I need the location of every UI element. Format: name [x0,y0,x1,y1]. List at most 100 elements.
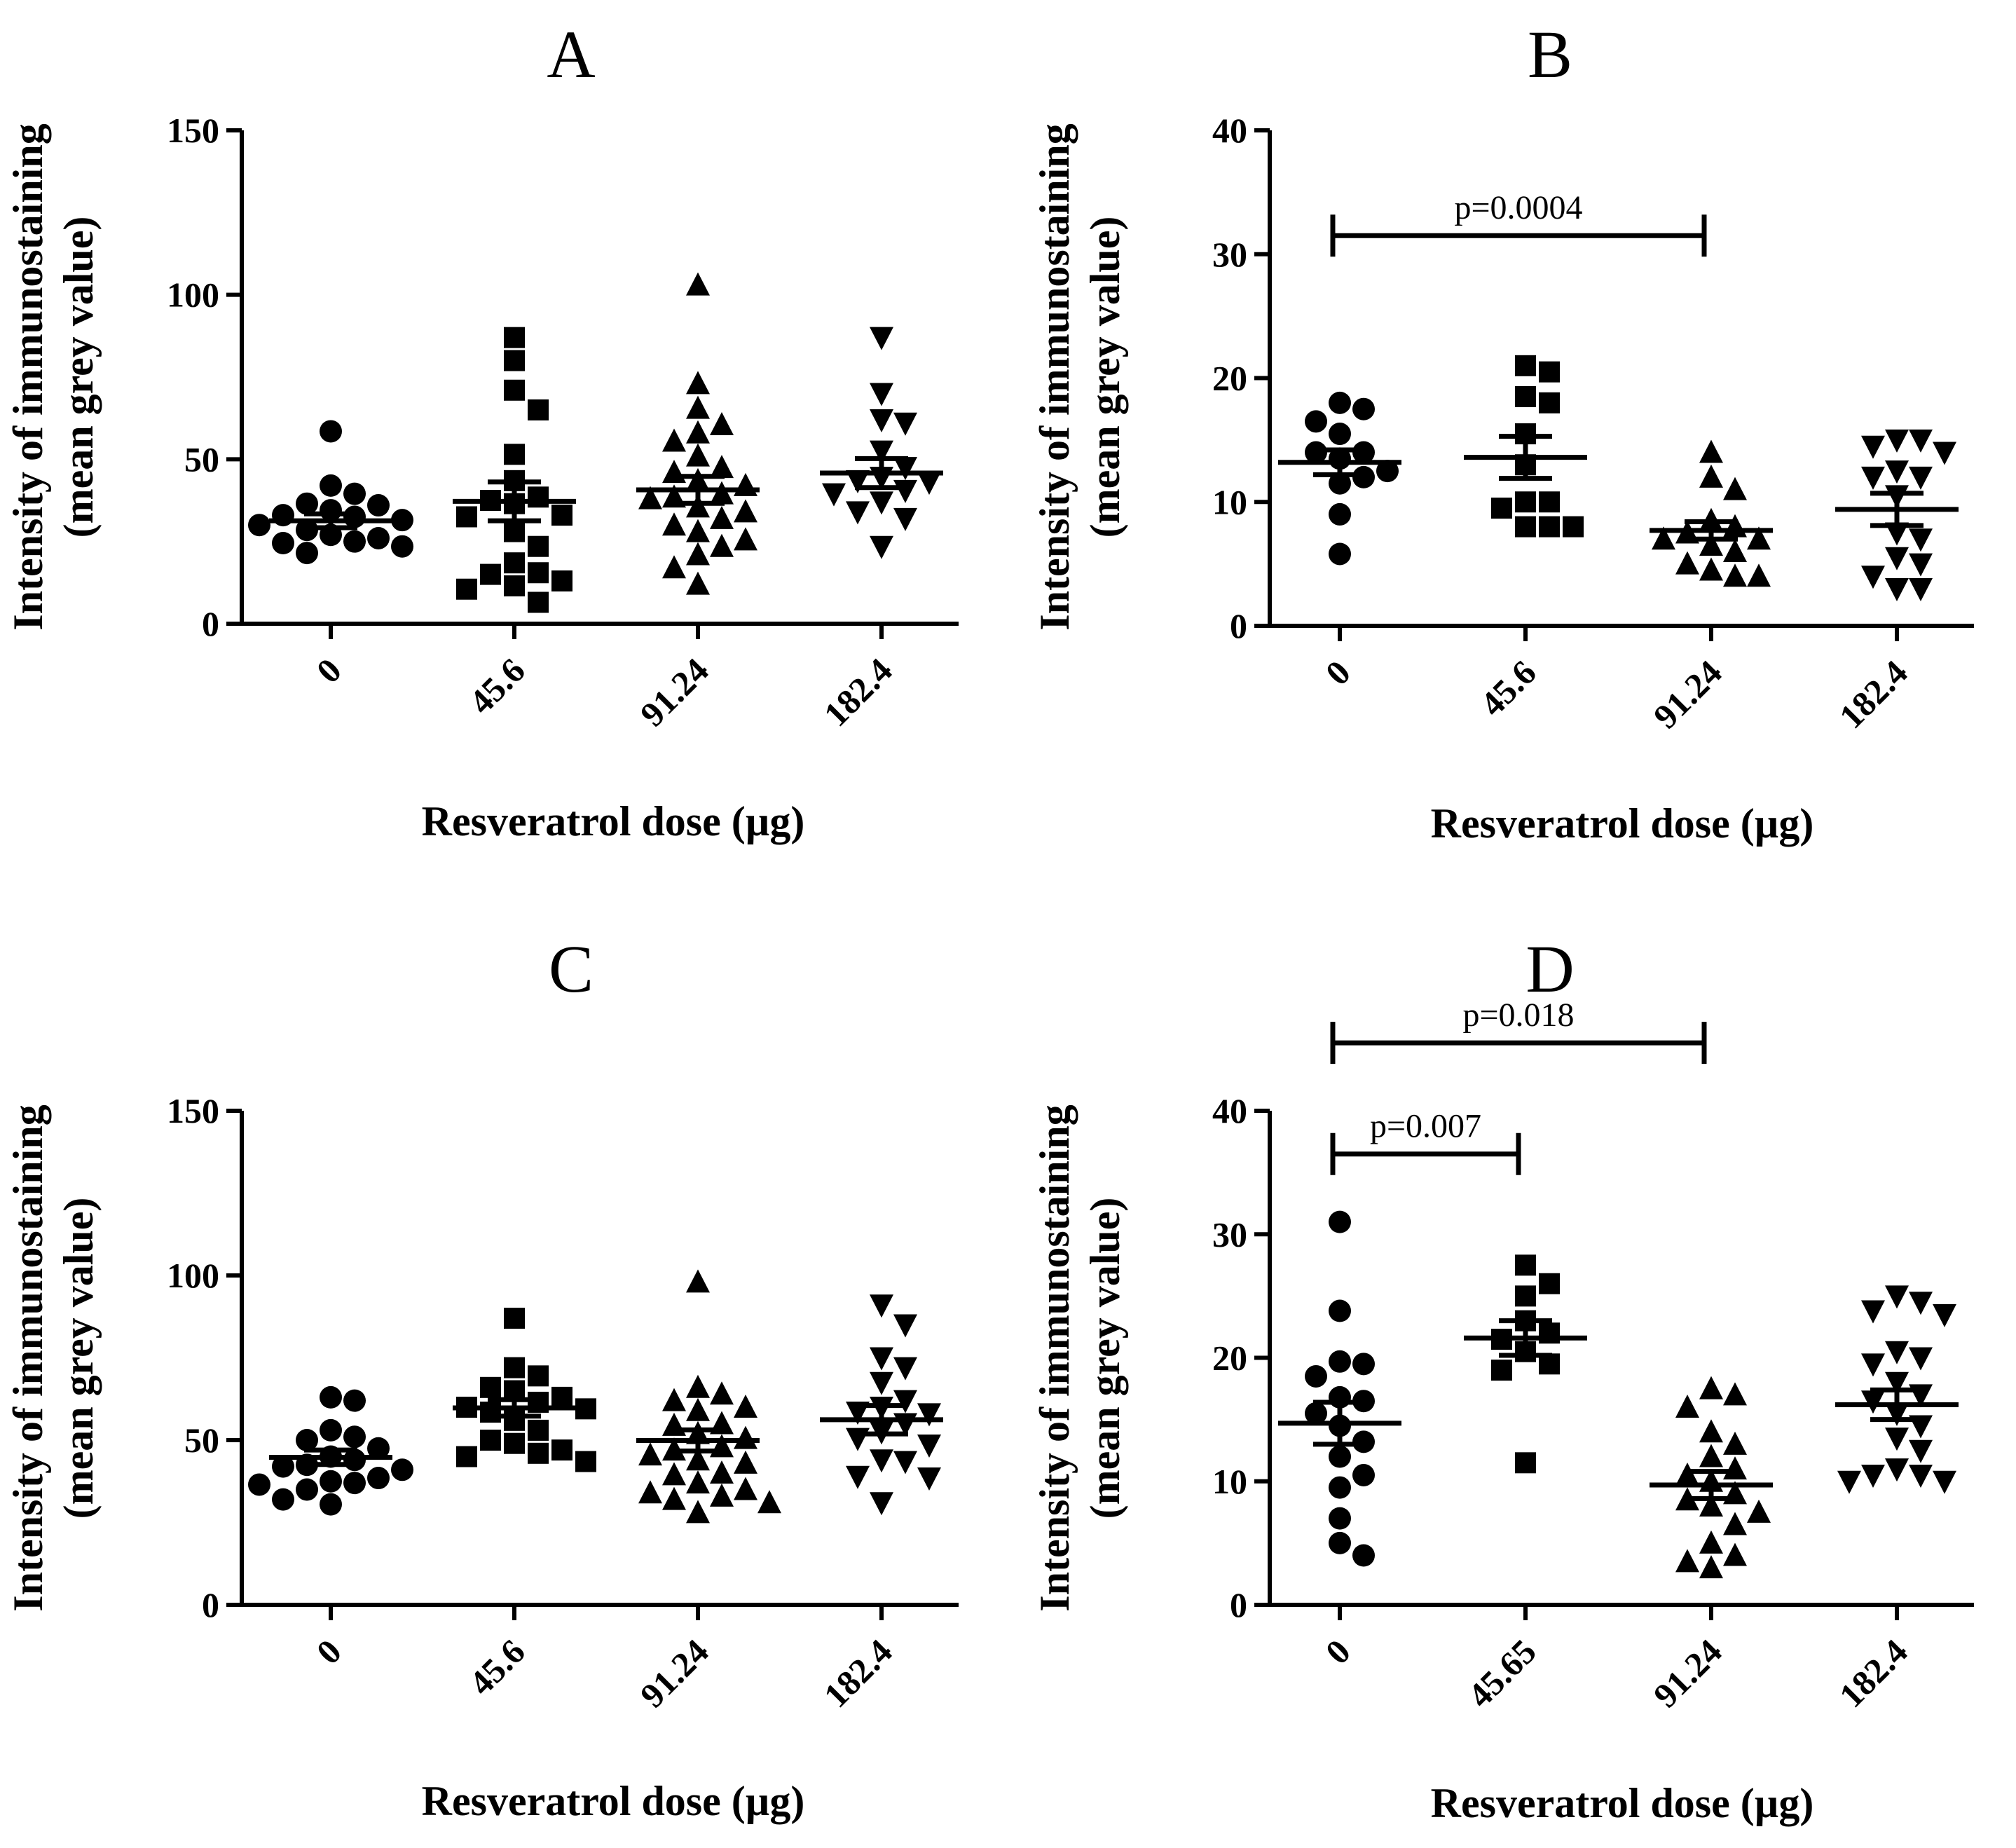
panel-b-data-point [1723,563,1747,587]
panel-c-data-point [710,1381,734,1405]
panel-a-data-point [686,395,710,419]
panel-c-data-point [272,1488,294,1511]
panel-a-title: A [547,17,595,92]
panel-a-ylabel-line2: (mean grey value) [55,217,102,538]
panel-d-data-point [1885,1371,1909,1395]
panel-a-data-point [846,501,870,525]
panel-b-title: B [1528,17,1572,92]
panel-a-data-point [686,519,710,542]
panel-a-data-point [343,505,366,528]
panel-d-data-point [1352,1353,1375,1376]
panel-a-data-point [734,527,757,551]
panel-a-data-point [504,444,525,465]
panel-d-data-point [1352,1463,1375,1486]
panel-b-data-point [1885,577,1909,601]
panel-c-data-point [917,1467,941,1491]
panel-a-data-point [551,570,572,591]
panel-a-data-point [343,482,366,505]
panel-a-ytick-label: 100 [167,275,219,315]
panel-a-xlabel: Resveratrol dose (µg) [422,798,805,844]
panel-b-data-point [1747,526,1771,550]
panel-d-data-point [1861,1353,1885,1377]
panel-c-data-point [272,1455,294,1478]
panel-b-ytick-label: 0 [1230,606,1247,645]
panel-d-data-point [1723,1512,1747,1535]
panel-c-title: C [549,931,594,1006]
panel-d-significance-bracket: p=0.007 [1330,1108,1521,1175]
panel-a-data-point [686,272,710,296]
panel-c-series-3 [820,1294,943,1516]
panel-c-data-point [710,1483,734,1507]
panel-b-data-point [1329,472,1351,495]
panel-c-data-point [367,1467,390,1490]
panel-c-data-point [662,1462,686,1486]
panel-a-ylabel-line1: Intensity of immunostaining [5,123,51,630]
panel-c-data-point [528,1419,549,1441]
panel-d-ylabel-line1: Intensity of immunostaining [1031,1104,1078,1611]
panel-c-ytick-label: 100 [167,1256,219,1295]
panel-a-data-point [917,472,941,495]
panel-a-data-point [343,530,366,553]
panel-c-data-point [575,1398,596,1420]
panel-c-series-0 [248,1385,413,1516]
panel-b-ytick-label: 30 [1212,235,1247,274]
panel-d-series-2 [1650,1376,1773,1579]
panel-a-data-point [320,420,342,443]
panel-a-data-point [686,443,710,467]
panel-c-data-point [734,1450,757,1474]
panel-b-ylabel-line1: Intensity of immunostaining [1031,123,1078,630]
panel-c-data-point [686,1447,710,1471]
panel-d-data-point [1885,1428,1909,1451]
panel-c-ylabel: Intensity of immunostaining (mean grey va… [5,1104,102,1611]
panel-d-series-3 [1835,1285,1959,1494]
panel-b-data-point [1933,442,1956,465]
panel-a-data-point [870,491,893,515]
panel-d-data-point [1747,1499,1771,1523]
panel-b-significance-bracket: p=0.0004 [1330,189,1707,257]
panel-c-data-point [296,1478,318,1501]
panel-c-data-point [575,1451,596,1472]
panel-b-data-point [1909,429,1933,453]
panel-c-data-point [710,1460,734,1484]
panel-a-data-point [893,412,917,436]
panel-c-series-2 [636,1269,781,1524]
panel-d-p-value: p=0.007 [1370,1108,1481,1145]
panel-c-data-point [480,1430,501,1451]
panel-a-data-point [686,494,710,518]
panel-c-data-point [686,1470,710,1494]
panel-b-data-point [1563,516,1584,538]
panel-a-data-point [686,542,710,566]
panel-d-series-0 [1278,1210,1401,1567]
panel-d-data-point [1329,1210,1351,1233]
panel-c-data-point [248,1473,270,1496]
panel-d-data-point [1515,1254,1536,1276]
panel-d-data-point [1515,1285,1536,1307]
panel-c-data-point [320,1470,342,1493]
panel-d-data-point [1723,1431,1747,1455]
panel-a-data-point [710,455,734,479]
panel-d-data-point [1352,1430,1375,1453]
panel-c-data-point [686,1269,710,1293]
panel-b-data-point [1305,441,1327,464]
panel-b-p-value: p=0.0004 [1454,189,1582,226]
panel-b-ytick-label: 40 [1212,111,1247,150]
panel-d-ylabel: Intensity of immunostaining (mean grey va… [1031,1104,1128,1611]
panel-b-ylabel-line2: (mean grey value) [1082,217,1128,538]
panel-c-data-point [480,1402,501,1423]
panel-b-data-point [1699,533,1723,556]
panel-c-data-point [870,1347,893,1371]
panel-c-data-point [686,1500,710,1524]
panel-b-data-point [1861,566,1885,589]
panel-c-data-point [504,1308,525,1329]
panel-c-data-point [734,1425,757,1449]
panel-c-data-point [320,1385,342,1409]
panel-d-data-point [1723,1382,1747,1406]
panel-d-data-point [1837,1470,1861,1494]
panel-b-data-point [1305,410,1327,433]
panel-c-data-point [662,1388,686,1411]
panel-a-data-point [551,505,572,526]
panel-c-data-point [893,1390,917,1414]
panel-d-data-point [1699,1555,1723,1579]
panel-b-data-point [1329,542,1351,566]
